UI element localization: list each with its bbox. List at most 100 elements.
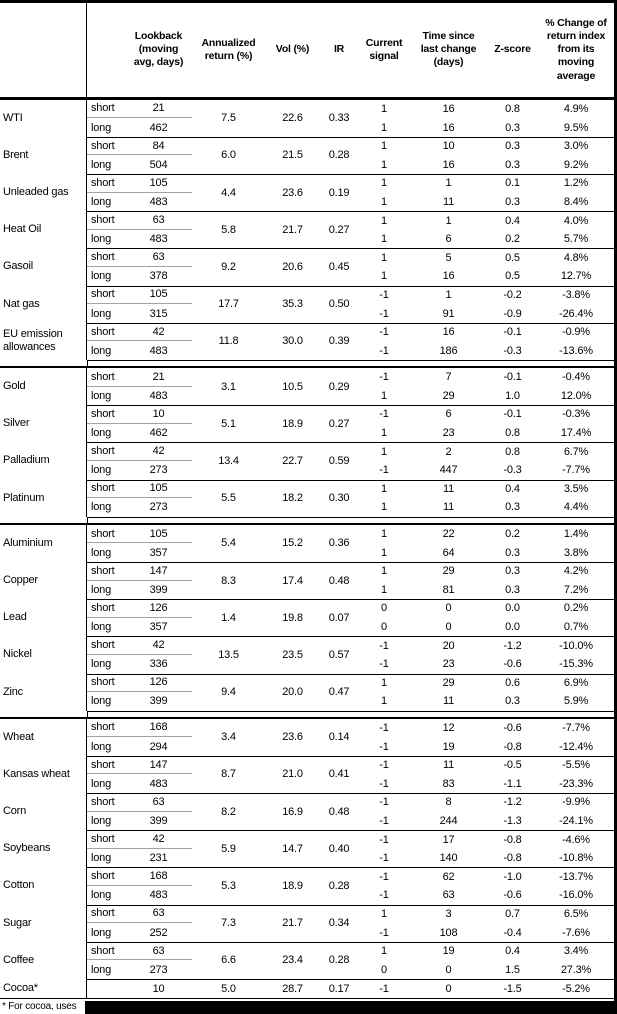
ir-value: 0.41: [328, 768, 350, 781]
signal-value: -1: [379, 926, 389, 939]
pct-change-value: -10.8%: [559, 852, 593, 865]
lookback-value: 273: [149, 501, 168, 514]
lookback-value: 483: [149, 777, 168, 790]
ir-value: 0.19: [328, 186, 350, 199]
commodity-group: Coffee short 63 long 273 6.6 23.4 0.28 1 19 0.4 3.4…: [0, 941, 614, 979]
pct-change-value: 3.4%: [563, 945, 589, 958]
vol-value: 21.7: [282, 223, 303, 236]
subrow-label: short: [87, 719, 125, 738]
ir-value: 0.34: [328, 917, 350, 930]
z-score-value: -0.1: [503, 371, 522, 384]
subrow-label: short: [87, 525, 125, 544]
signal-value: 1: [381, 907, 387, 920]
time-since-change-value: 11: [442, 759, 455, 772]
lookback-value: 483: [149, 889, 168, 902]
time-since-change-value: 6: [445, 233, 452, 246]
time-since-change-value: 16: [442, 121, 455, 134]
commodity-name: Aluminium: [0, 524, 87, 562]
annualized-return-value: 5.1: [221, 417, 236, 430]
header-commodity-spacer: [0, 3, 87, 97]
time-since-change-value: 20: [442, 639, 455, 652]
time-since-change-value: 244: [439, 814, 458, 827]
signal-value: 1: [381, 528, 387, 541]
pct-change-value: -15.3%: [559, 658, 593, 671]
z-score-value: 0.4: [505, 214, 520, 227]
lookback-value: 105: [125, 286, 192, 305]
lookback-value: 63: [125, 905, 192, 924]
subrow-label: long: [91, 344, 111, 357]
ir-value: 0.36: [328, 537, 350, 550]
lookback-value: 10: [125, 405, 192, 424]
subrow-label: long: [91, 889, 111, 902]
commodity-group: WTI short 21 long 462 7.5 22.6 0.33 1 16 0.8 4.9% 1 1…: [0, 99, 614, 137]
lookback-value: 63: [125, 248, 192, 268]
time-since-change-value: 6: [445, 408, 452, 421]
time-since-change-value: 3: [445, 907, 452, 920]
annualized-return-value: 7.5: [221, 112, 236, 125]
z-score-value: 0.3: [505, 583, 520, 596]
pct-change-value: -16.0%: [559, 889, 593, 902]
time-since-change-value: 64: [442, 546, 455, 559]
signal-value: 1: [381, 233, 387, 246]
ir-value: 0.50: [328, 298, 350, 311]
time-since-change-value: 11: [442, 501, 455, 514]
subrow-label: long: [91, 121, 111, 134]
signal-value: 1: [381, 158, 387, 171]
ir-value: 0.40: [328, 842, 350, 855]
pct-change-value: 7.2%: [563, 583, 589, 596]
signal-value: -1: [379, 371, 389, 384]
signal-value: 1: [381, 389, 387, 402]
z-score-value: 0.5: [505, 251, 520, 264]
pct-change-value: 1.4%: [563, 528, 589, 541]
lookback-value: 21: [125, 100, 192, 119]
lookback-value: 21: [125, 368, 192, 387]
time-since-change-value: 16: [442, 102, 455, 115]
lookback-value: 357: [149, 621, 168, 634]
lookback-value: 42: [125, 323, 192, 342]
header-annualized: Annualized return (%): [201, 36, 256, 62]
time-since-change-value: 11: [442, 482, 455, 495]
time-since-change-value: 8: [445, 796, 452, 809]
commodity-name: Unleaded gas: [0, 174, 87, 212]
lookback-value: 294: [149, 740, 168, 753]
annualized-return-value: 7.3: [221, 917, 236, 930]
time-since-change-value: 0: [445, 982, 452, 995]
commodity-name: Cotton: [0, 867, 87, 905]
signal-value: 1: [381, 121, 387, 134]
z-score-value: -0.1: [503, 408, 522, 421]
time-since-change-value: 0: [445, 963, 452, 976]
commodity-group: Platinum short 105 long 273 5.5 18.2 0.30 1 11 0.4…: [0, 479, 614, 517]
time-since-change-value: 16: [442, 270, 455, 283]
z-score-value: 0.8: [505, 427, 520, 440]
subrow-label: short: [87, 793, 125, 812]
pct-change-value: 4.0%: [563, 214, 589, 227]
vol-value: 19.8: [282, 611, 303, 624]
lookback-value: 42: [125, 442, 192, 461]
subrow-label: long: [91, 501, 111, 514]
section-divider: [0, 360, 614, 368]
subrow-label: long: [91, 814, 111, 827]
z-score-value: 0.2: [505, 528, 520, 541]
time-since-change-value: 29: [442, 389, 455, 402]
table-bottom-rule: [0, 998, 614, 999]
footnote-row: * For cocoa, uses: [0, 999, 614, 1014]
lookback-value: 105: [125, 174, 192, 193]
z-score-value: 0.3: [505, 195, 520, 208]
ir-value: 0.17: [328, 982, 350, 995]
subrow-label: short: [87, 286, 125, 305]
vol-value: 23.6: [282, 186, 303, 199]
subrow-label: long: [91, 233, 111, 246]
time-since-change-value: 140: [439, 852, 458, 865]
subrow-label: long: [91, 546, 111, 559]
lookback-value: 378: [149, 270, 168, 283]
time-since-change-value: 0: [445, 602, 452, 615]
vol-value: 23.4: [282, 954, 303, 967]
vol-value: 16.9: [282, 805, 303, 818]
signal-value: 1: [381, 445, 387, 458]
annualized-return-value: 6.0: [221, 149, 236, 162]
z-score-value: 0.4: [505, 482, 520, 495]
ir-value: 0.57: [328, 648, 350, 661]
lookback-value: 105: [125, 525, 192, 544]
annualized-return-value: 8.3: [221, 574, 236, 587]
header-pct_change: % Change of return index from its moving…: [545, 17, 607, 82]
